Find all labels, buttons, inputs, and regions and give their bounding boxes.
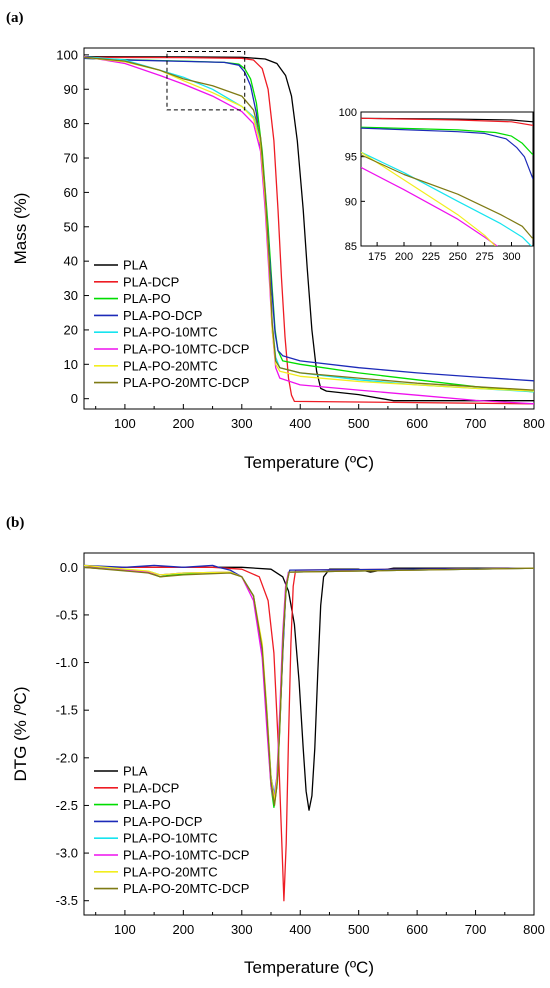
chart-a-x-tick-label: 400 xyxy=(289,416,311,431)
chart-b-y-tick-label: -2.0 xyxy=(56,750,78,765)
chart-a-x-tick-label: 800 xyxy=(523,416,545,431)
chart-b-legend-label: PLA-PO-10MTC xyxy=(123,831,218,846)
chart-a-inset-series-line-pla-po-20mtc xyxy=(361,151,496,246)
chart-b-x-tick-label: 600 xyxy=(406,922,428,937)
chart-a-series-group xyxy=(84,55,534,405)
chart-b-y-tick-label: 0.0 xyxy=(60,560,78,575)
chart-a-inset-series-line-pla-dcp xyxy=(361,117,533,126)
chart-a-inset-series-line-pla-po-10mtc xyxy=(361,151,533,246)
chart-b-x-tick-label: 400 xyxy=(289,922,311,937)
chart-a-x-axis-title: Temperature (ºC) xyxy=(244,453,374,472)
chart-b-series-line-pla-po-20mtc-dcp xyxy=(84,566,534,807)
chart-b-series-line-pla-dcp xyxy=(84,566,534,902)
chart-b-y-axis-title: DTG (% /ºC) xyxy=(11,687,30,782)
chart-a-inset-y-tick-label: 100 xyxy=(339,107,357,119)
chart-a-x-tick-label: 200 xyxy=(172,416,194,431)
chart-a-legend-label: PLA-PO-20MTC xyxy=(123,358,218,373)
chart-b-x-tick-label: 100 xyxy=(114,922,136,937)
chart-a-y-tick-label: 100 xyxy=(56,47,78,62)
chart-a-legend-label: PLA xyxy=(123,258,148,273)
chart-a-inset-x-tick-label: 250 xyxy=(449,251,467,263)
chart-a-legend-label: PLA-PO-10MTC-DCP xyxy=(123,342,249,357)
panel-label-a: (a) xyxy=(6,10,24,26)
chart-b-x-tick-label: 700 xyxy=(465,922,487,937)
chart-b-x-tick-label: 800 xyxy=(523,922,545,937)
chart-a-y-tick-label: 70 xyxy=(64,151,78,166)
chart-a-mass: 100 200 300 400 500 600 700 800 0 10 20 30 40 50 60 70 8… xyxy=(11,47,545,472)
chart-a-inset-frame xyxy=(360,111,534,247)
chart-a-inset-series-line-pla-po-dcp xyxy=(361,127,533,180)
chart-b-series-line-pla-po-20mtc xyxy=(84,564,534,802)
chart-b-series-group xyxy=(84,564,534,902)
chart-b-y-tick-label: -3.5 xyxy=(56,893,78,908)
chart-a-series-line-pla-dcp xyxy=(84,56,534,405)
chart-b-y-tick-label: -2.5 xyxy=(56,798,78,813)
chart-b-x-axis-title: Temperature (ºC) xyxy=(244,958,374,977)
chart-a-x-tick-label: 700 xyxy=(465,416,487,431)
chart-a-inset-x-tick-label: 225 xyxy=(422,251,440,263)
chart-a-y-tick-label: 40 xyxy=(64,254,78,269)
chart-a-series-line-pla-po-20mtc-dcp xyxy=(84,56,534,391)
chart-b-y-tick-label: -1.0 xyxy=(56,655,78,670)
chart-a-x-tick-label: 500 xyxy=(348,416,370,431)
chart-b-legend-label: PLA-PO-DCP xyxy=(123,814,202,829)
chart-b-plot-frame xyxy=(83,552,535,916)
chart-a-y-tick-label: 50 xyxy=(64,219,78,234)
chart-b-legend-label: PLA-PO-10MTC-DCP xyxy=(123,848,249,863)
chart-b-legend-label: PLA-PO xyxy=(123,797,171,812)
chart-b-dtg: 100 200 300 400 500 600 700 800 0.0 -0.5 -1.0 -1.5 -… xyxy=(11,552,545,977)
chart-b-x-tick-label: 200 xyxy=(172,922,194,937)
chart-b-series-line-pla xyxy=(84,566,534,811)
chart-a-inset-x-tick-label: 175 xyxy=(368,251,386,263)
chart-b-x-tick-label: 500 xyxy=(348,922,370,937)
chart-a-y-tick-label: 10 xyxy=(64,357,78,372)
chart-b-legend-label: PLA-PO-20MTC xyxy=(123,864,218,879)
chart-a-x-tick-label: 100 xyxy=(114,416,136,431)
chart-b-series-line-pla-po xyxy=(84,566,534,809)
chart-b-series-line-pla-po-dcp xyxy=(84,564,534,797)
chart-b-x-tick-label: 300 xyxy=(231,922,253,937)
chart-a-series-line-pla xyxy=(84,55,534,402)
chart-a-inset: 175 200 225 250 275 300 85 90 95 100 xyxy=(339,107,534,263)
chart-a-inset-y-tick-label: 85 xyxy=(345,241,357,253)
chart-a-y-tick-label: 0 xyxy=(71,391,78,406)
chart-b-legend-label: PLA xyxy=(123,764,148,779)
chart-a-legend-label: PLA-PO-DCP xyxy=(123,308,202,323)
chart-a-inset-series-line-pla-po xyxy=(361,126,533,156)
chart-a-x-tick-label: 600 xyxy=(406,416,428,431)
chart-a-inset-x-tick-label: 275 xyxy=(475,251,493,263)
chart-a-y-tick-label: 20 xyxy=(64,322,78,337)
chart-a-legend-label: PLA-PO xyxy=(123,291,171,306)
chart-a-zoom-box xyxy=(166,50,246,111)
chart-b-legend-label: PLA-PO-20MTC-DCP xyxy=(123,881,249,896)
chart-a-inset-x-tick-label: 200 xyxy=(395,251,413,263)
chart-a-x-tick-label: 300 xyxy=(231,416,253,431)
chart-a-legend-label: PLA-DCP xyxy=(123,274,179,289)
chart-a-inset-y-tick-label: 95 xyxy=(345,152,357,164)
chart-a-inset-y-tick-label: 90 xyxy=(345,196,357,208)
chart-b-series-line-pla-po-10mtc-dcp xyxy=(84,566,534,802)
chart-a-y-tick-label: 30 xyxy=(64,288,78,303)
chart-b-y-tick-label: -0.5 xyxy=(56,607,78,622)
panel-label-b: (b) xyxy=(6,515,24,531)
chart-a-y-axis-title: Mass (%) xyxy=(11,193,30,265)
chart-a-y-tick-label: 80 xyxy=(64,116,78,131)
chart-b-y-tick-label: -3.0 xyxy=(56,846,78,861)
chart-a-inset-series-line-pla-po-20mtc-dcp xyxy=(361,154,533,240)
chart-b-y-tick-label: -1.5 xyxy=(56,703,78,718)
chart-a-legend-label: PLA-PO-20MTC-DCP xyxy=(123,375,249,390)
chart-a-inset-x-tick-label: 300 xyxy=(502,251,520,263)
chart-b-series-line-pla-po-10mtc xyxy=(84,566,534,797)
chart-a-inset-series-group xyxy=(361,117,533,246)
chart-b-legend-label: PLA-DCP xyxy=(123,780,179,795)
chart-a-legend-label: PLA-PO-10MTC xyxy=(123,325,218,340)
chart-a-y-tick-label: 60 xyxy=(64,185,78,200)
chart-a-plot-frame xyxy=(83,47,535,410)
chart-a-y-tick-label: 90 xyxy=(64,82,78,97)
